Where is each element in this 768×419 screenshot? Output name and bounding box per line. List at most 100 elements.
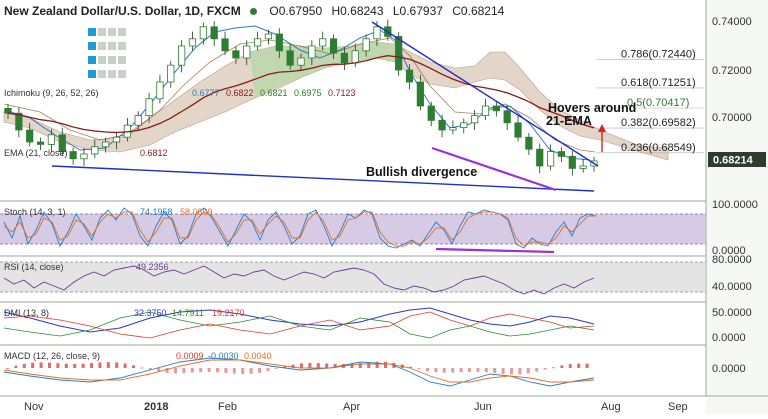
candle-body	[492, 105, 500, 112]
support-trendline	[51, 165, 595, 192]
candle-body	[286, 50, 294, 66]
price-tick-074: 0.74000	[712, 16, 752, 28]
candle-body	[340, 52, 349, 64]
macd-value-hist: 0.0009	[176, 351, 204, 361]
ema-legend-label: EMA (21, close)	[4, 148, 68, 158]
macd-hist-bar	[283, 366, 287, 368]
dmi-value-plus: 14.7911	[172, 308, 204, 318]
settings-icon[interactable]	[98, 56, 106, 64]
macd-hist-bar	[81, 363, 85, 368]
price-tick-072: 0.72000	[712, 65, 752, 77]
dmi-label: DMI (13, 8)	[4, 308, 49, 318]
candle-body	[373, 26, 381, 40]
macd-hist-bar	[543, 368, 547, 370]
stoch-value-k: 74.1958	[140, 207, 173, 217]
macd-hist-bar	[442, 368, 446, 373]
settings-icon[interactable]	[98, 70, 106, 78]
candle-body	[26, 129, 34, 143]
ichimoku-value-1: 0.6777	[192, 88, 220, 98]
macd-hist-bar	[426, 368, 429, 371]
hovers-annotation-line1: Hovers around	[548, 101, 636, 115]
candle-body	[297, 57, 305, 66]
price-axis-strip	[706, 0, 768, 414]
macd-hist-bar	[560, 365, 564, 368]
market-status-icon	[250, 8, 258, 15]
divergence-line-price	[431, 146, 557, 192]
candle-body	[395, 36, 403, 71]
price-candles	[4, 19, 598, 176]
candle-body	[232, 50, 240, 59]
macd-hist-bar	[115, 362, 119, 368]
x-label-aug: Aug	[601, 401, 621, 413]
candle-body	[156, 81, 164, 100]
visibility-icon[interactable]	[88, 28, 96, 36]
macd-hist-bar	[199, 368, 203, 373]
candle-body	[58, 134, 66, 153]
add-icon[interactable]	[108, 42, 116, 50]
macd-hist-bar	[14, 365, 18, 368]
settings-icon[interactable]	[98, 28, 106, 36]
chart-header: New Zealand Dollar/U.S. Dollar, 1D, FXCM…	[4, 4, 504, 18]
candle-body	[449, 127, 457, 131]
candle-body	[579, 165, 587, 169]
candle-body	[405, 69, 414, 83]
fib-level-label: 0.236(0.68549)	[621, 142, 696, 154]
add-icon[interactable]	[108, 28, 116, 36]
add-icon[interactable]	[108, 70, 116, 78]
indicator-toolbar	[88, 28, 126, 78]
macd-hist-bar	[258, 368, 261, 373]
candle-body	[438, 120, 446, 131]
ichimoku-value-5: 0.7123	[328, 88, 356, 98]
visibility-icon[interactable]	[88, 70, 96, 78]
candle-body	[525, 136, 533, 150]
settings-icon[interactable]	[98, 42, 106, 50]
macd-hist-bar	[216, 368, 219, 373]
candle-body	[36, 141, 45, 145]
close-icon[interactable]	[118, 70, 126, 78]
candle-body	[102, 141, 110, 148]
add-icon[interactable]	[108, 56, 116, 64]
macd-hist-bar	[568, 364, 572, 368]
falling-resistance-trendline	[371, 21, 599, 167]
macd-hist-bar	[308, 362, 312, 368]
symbol-title: New Zealand Dollar/U.S. Dollar, 1D, FXCM	[4, 4, 241, 18]
candle-body	[253, 38, 262, 47]
x-label-sep: Sep	[668, 401, 688, 413]
close-icon[interactable]	[118, 42, 126, 50]
candle-body	[199, 26, 207, 40]
candle-body	[178, 45, 186, 66]
x-label-feb: Feb	[218, 401, 237, 413]
visibility-icon[interactable]	[88, 56, 96, 64]
candle-body	[536, 148, 544, 167]
macd-hist-bar	[190, 368, 194, 373]
macd-hist-bar	[409, 366, 413, 368]
candle-body	[264, 33, 273, 40]
macd-hist-bar	[157, 368, 161, 372]
candle-body	[134, 115, 142, 126]
dmi-value-adx: 32.3750	[134, 308, 167, 318]
fib-level-label: 0.618(0.71251)	[621, 77, 696, 89]
macd-hist-bar	[367, 362, 371, 368]
macd-hist-bar	[249, 368, 253, 374]
macd-hist-bar	[518, 368, 522, 375]
macd-hist-bar	[526, 368, 530, 374]
candle-body	[416, 81, 424, 107]
visibility-icon[interactable]	[88, 42, 96, 50]
candle-body	[4, 108, 12, 114]
close-icon[interactable]	[118, 56, 126, 64]
macd-histogram	[6, 361, 589, 375]
macd-hist-bar	[56, 363, 60, 368]
macd-hist-bar	[358, 362, 362, 368]
rsi-value: 49.2356	[136, 262, 169, 272]
close-icon[interactable]	[118, 28, 126, 36]
macd-hist-bar	[48, 362, 51, 368]
macd-hist-bar	[241, 368, 245, 375]
macd-value-macd: -0.0030	[208, 351, 239, 361]
macd-hist-bar	[22, 363, 26, 368]
macd-label: MACD (12, 26, close, 9)	[4, 351, 100, 361]
macd-hist-bar	[535, 368, 539, 372]
ichimoku-value-3: 0.6821	[260, 88, 288, 98]
ema21-line	[7, 55, 595, 134]
macd-hist-bar	[165, 368, 169, 373]
